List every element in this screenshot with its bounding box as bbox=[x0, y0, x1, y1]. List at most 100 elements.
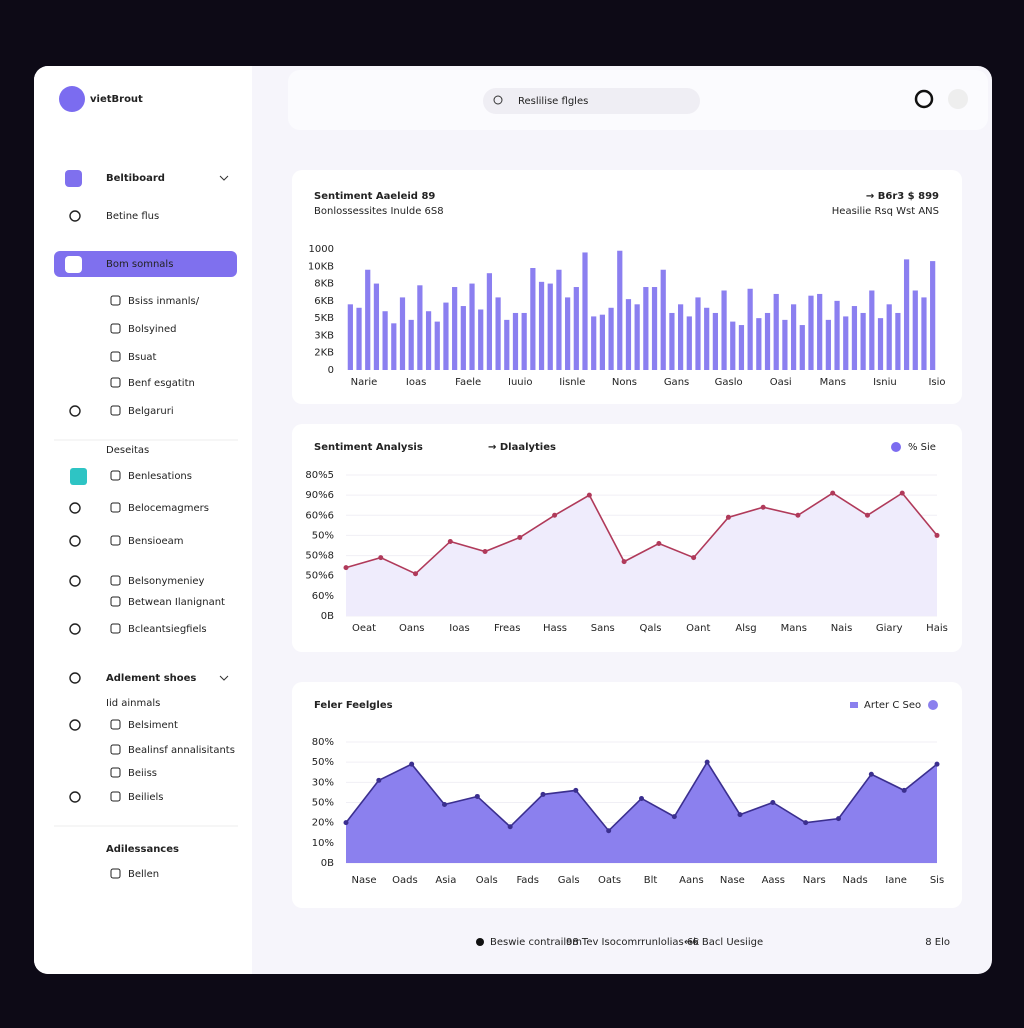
nav-item[interactable]: Adlement shoes bbox=[106, 673, 196, 684]
bar bbox=[469, 283, 475, 370]
nav-icon bbox=[69, 623, 81, 635]
nav-item[interactable]: Belsonymeniey bbox=[128, 576, 205, 587]
nav-item[interactable]: Bsiss inmanls/ bbox=[128, 296, 200, 307]
nav-item[interactable]: Belocemagmers bbox=[128, 503, 209, 514]
nav-item[interactable]: Beltiboard bbox=[106, 173, 165, 184]
point bbox=[795, 512, 801, 518]
point bbox=[830, 490, 836, 496]
point bbox=[442, 802, 447, 808]
point bbox=[704, 759, 710, 765]
point bbox=[899, 490, 905, 496]
point bbox=[737, 812, 743, 818]
point bbox=[482, 549, 488, 555]
bar bbox=[565, 297, 571, 370]
nav-icon bbox=[65, 170, 82, 187]
x-tick-label: Isniu bbox=[873, 377, 897, 388]
point bbox=[656, 540, 662, 546]
bar bbox=[478, 309, 484, 370]
point bbox=[517, 534, 523, 540]
y-tick-label: 50%6 bbox=[305, 571, 334, 582]
nav-item[interactable]: Belgaruri bbox=[128, 406, 174, 417]
nav-item[interactable]: Beiliels bbox=[128, 792, 164, 803]
nav-item[interactable]: Belsiment bbox=[128, 720, 178, 731]
chart-summary-note: Heasilie Rsq Wst ANS bbox=[832, 206, 939, 217]
nav-item[interactable]: Bcleantsiegfiels bbox=[128, 624, 207, 635]
x-tick-label: Ioas bbox=[449, 623, 469, 634]
point bbox=[540, 791, 546, 797]
nav-item[interactable]: Betine flus bbox=[106, 211, 159, 222]
bar bbox=[460, 306, 466, 370]
x-tick-label: Iuuio bbox=[508, 377, 533, 388]
nav-item[interactable]: Benlesations bbox=[128, 471, 192, 482]
user-icon[interactable] bbox=[914, 89, 934, 109]
nav-icon bbox=[110, 623, 121, 634]
add-user-icon[interactable] bbox=[948, 89, 968, 109]
y-tick-label: 60% bbox=[312, 591, 334, 602]
legend-swatch bbox=[850, 702, 858, 708]
bar bbox=[825, 319, 831, 370]
y-tick-label: 2KB bbox=[314, 348, 334, 359]
bar bbox=[773, 293, 779, 370]
nav-item[interactable]: Adilessances bbox=[106, 844, 179, 855]
nav-item[interactable]: Beiiss bbox=[128, 768, 157, 779]
bar bbox=[356, 307, 362, 370]
nav-item[interactable]: Bellen bbox=[128, 869, 159, 880]
chevron bbox=[219, 175, 229, 181]
x-tick-label: Isio bbox=[928, 377, 945, 388]
nav-icon bbox=[110, 405, 121, 416]
x-tick-label: Nais bbox=[831, 623, 853, 634]
nav-icon bbox=[69, 502, 81, 514]
nav-item[interactable]: Benf esgatitn bbox=[128, 378, 195, 389]
nav-icon bbox=[110, 295, 121, 306]
x-tick-label: Fads bbox=[516, 875, 539, 886]
nav-item[interactable]: Bealinsf annalisitants bbox=[128, 745, 235, 756]
bar bbox=[599, 314, 605, 370]
bar bbox=[399, 297, 406, 370]
bar bbox=[860, 312, 866, 370]
search-box[interactable] bbox=[483, 88, 700, 114]
chart-title: Feler Feelgles bbox=[314, 700, 393, 711]
bar bbox=[669, 312, 675, 370]
point bbox=[934, 761, 940, 767]
point bbox=[691, 555, 697, 561]
chart-title: Sentiment Aaeleid 89 bbox=[314, 191, 435, 202]
x-tick-label: Oats bbox=[598, 875, 621, 886]
nav-item[interactable]: Bensioeam bbox=[128, 536, 183, 547]
point bbox=[770, 800, 776, 805]
bar bbox=[608, 307, 614, 370]
x-tick-label: Sis bbox=[930, 875, 944, 886]
nav-item[interactable]: Bom somnals bbox=[106, 259, 173, 270]
nav-item[interactable]: Bolsyined bbox=[128, 324, 177, 335]
point bbox=[901, 787, 907, 793]
nav-icon bbox=[69, 719, 81, 731]
point bbox=[409, 761, 415, 767]
x-tick-label: Mans bbox=[781, 623, 807, 634]
nav-item[interactable]: Bsuat bbox=[128, 352, 157, 363]
y-tick-label: 6KB bbox=[314, 296, 334, 307]
x-tick-label: Mans bbox=[820, 377, 846, 388]
bar bbox=[365, 269, 371, 370]
bar bbox=[582, 252, 588, 370]
x-tick-label: Qals bbox=[640, 623, 662, 634]
nav-item[interactable]: Betwean Ilanignant bbox=[128, 597, 225, 608]
x-tick-label: Hass bbox=[543, 623, 567, 634]
y-tick-label: 10% bbox=[312, 838, 334, 849]
bar bbox=[721, 290, 727, 370]
y-tick-label: 3KB bbox=[314, 330, 334, 341]
point bbox=[803, 820, 809, 826]
bar bbox=[738, 325, 745, 370]
bar bbox=[504, 319, 510, 370]
x-tick-label: Nase bbox=[720, 875, 745, 886]
bar bbox=[817, 293, 823, 370]
y-tick-label: 0B bbox=[321, 858, 334, 869]
x-tick-label: Gals bbox=[558, 875, 580, 886]
x-tick-label: Iane bbox=[885, 875, 907, 886]
legend-text: Arter C Seo bbox=[864, 700, 921, 711]
bar bbox=[452, 287, 458, 370]
bar bbox=[695, 297, 701, 370]
bar bbox=[495, 297, 501, 370]
bar bbox=[512, 312, 519, 370]
x-tick-label: Blt bbox=[644, 875, 658, 886]
chart-subtitle: → Dlaalyties bbox=[488, 442, 556, 453]
point bbox=[552, 512, 558, 518]
